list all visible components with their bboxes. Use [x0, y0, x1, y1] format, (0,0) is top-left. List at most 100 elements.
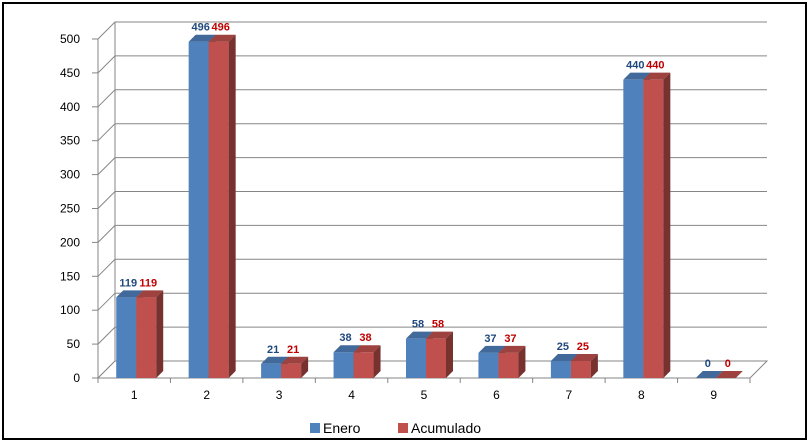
bar-acumulado-5 — [426, 331, 453, 378]
y-tick-label: 300 — [60, 168, 80, 182]
data-label-enero: 0 — [705, 358, 711, 370]
bar-top — [353, 345, 381, 353]
bar-front — [478, 352, 499, 378]
data-label-acumulado: 38 — [359, 332, 371, 344]
bar-top — [136, 290, 164, 298]
data-label-enero: 38 — [339, 332, 351, 344]
y-tick-label: 150 — [60, 269, 80, 283]
bar-front — [261, 363, 282, 378]
bar-top — [281, 356, 309, 364]
legend-label-enero: Enero — [323, 420, 361, 436]
x-tick-label: 3 — [276, 388, 283, 402]
bar-side — [373, 345, 381, 378]
y-tick-label: 200 — [60, 235, 80, 249]
data-label-enero: 21 — [267, 344, 279, 356]
x-tick-label: 5 — [421, 388, 428, 402]
y-axis: 0 50 100 150 200 250 300 350 400 450 500 — [60, 32, 99, 385]
y-tick-label: 50 — [67, 337, 81, 351]
gridline — [97, 55, 767, 74]
legend: Enero Acumulado — [310, 420, 481, 436]
bar-side — [590, 354, 598, 378]
bar-acumulado-3 — [281, 356, 309, 378]
gridline — [97, 224, 767, 243]
bar-side — [156, 290, 164, 378]
bar-top — [478, 345, 506, 353]
bar-top — [715, 371, 743, 378]
gridline — [97, 21, 767, 40]
bar-side — [228, 34, 236, 378]
gridline — [97, 326, 767, 345]
bar-top — [333, 345, 361, 353]
data-label-acumulado: 37 — [504, 333, 516, 345]
bar-acumulado-2 — [208, 34, 236, 378]
data-label-acumulado: 119 — [139, 277, 157, 289]
y-tick-label: 350 — [60, 134, 80, 148]
data-label-enero: 440 — [626, 60, 644, 72]
x-tick-label: 7 — [566, 388, 573, 402]
y-tick-label: 500 — [60, 32, 80, 46]
bar-front — [136, 297, 157, 378]
data-labels: 119 119 496 496 21 21 38 38 58 58 37 37 25 25 440 440 0 0 — [119, 22, 730, 370]
bar-front — [643, 79, 664, 379]
y-tick-label: 100 — [60, 303, 80, 317]
bar-top — [623, 72, 651, 80]
y-tick-label: 450 — [60, 66, 80, 80]
bar-top — [208, 34, 236, 42]
bar-front — [550, 361, 571, 378]
gridline — [97, 292, 767, 311]
bar-top — [426, 331, 453, 339]
bars — [116, 34, 743, 379]
data-label-enero: 58 — [412, 319, 424, 331]
bar-front — [406, 338, 426, 378]
gridline — [97, 123, 767, 142]
legend-swatch-acumulado — [398, 423, 408, 433]
data-label-acumulado: 0 — [725, 358, 731, 370]
bar-top — [643, 72, 671, 80]
y-tick-label: 250 — [60, 202, 80, 216]
gridline — [97, 157, 767, 175]
data-label-acumulado: 21 — [287, 344, 299, 356]
data-label-enero: 496 — [191, 22, 209, 34]
bar-acumulado-6 — [498, 345, 526, 378]
data-label-acumulado: 440 — [646, 60, 664, 72]
x-tick-label: 2 — [203, 388, 210, 402]
bar-front — [570, 361, 591, 378]
bar-front — [116, 297, 137, 378]
bar-front — [188, 41, 209, 378]
gridline — [97, 258, 767, 277]
data-label-acumulado: 25 — [577, 341, 589, 353]
bar-front — [353, 352, 374, 378]
bar-acumulado-7 — [570, 354, 598, 378]
bar-acumulado-1 — [136, 290, 164, 378]
y-tick-label: 0 — [73, 371, 80, 385]
gridline — [97, 191, 767, 209]
x-tick-label: 4 — [348, 388, 355, 402]
bar-front — [333, 352, 354, 378]
bar-acumulado-4 — [353, 345, 381, 378]
bar-side — [446, 331, 453, 378]
bar-top — [550, 354, 578, 362]
data-label-enero: 25 — [557, 341, 569, 353]
gridline — [97, 89, 767, 108]
bar-front — [426, 338, 446, 378]
x-tick-label: 6 — [493, 388, 500, 402]
x-tick-label: 8 — [638, 388, 645, 402]
bar-side — [663, 72, 671, 379]
bar-side — [518, 345, 526, 378]
bar-front — [281, 363, 302, 378]
bar-side — [301, 356, 309, 378]
bar-top — [188, 34, 216, 42]
bar-top — [695, 371, 723, 378]
data-label-enero: 37 — [484, 333, 496, 345]
bar-front — [498, 352, 519, 378]
bar-front — [208, 41, 229, 378]
bar-top — [116, 290, 144, 298]
data-label-acumulado: 496 — [211, 22, 229, 34]
bar-acumulado-8 — [643, 72, 671, 379]
bar-enero-9 — [695, 371, 723, 378]
legend-swatch-enero — [310, 423, 320, 433]
bar-acumulado-9 — [715, 371, 743, 378]
bar-front — [623, 79, 644, 379]
bar-top — [406, 331, 433, 339]
